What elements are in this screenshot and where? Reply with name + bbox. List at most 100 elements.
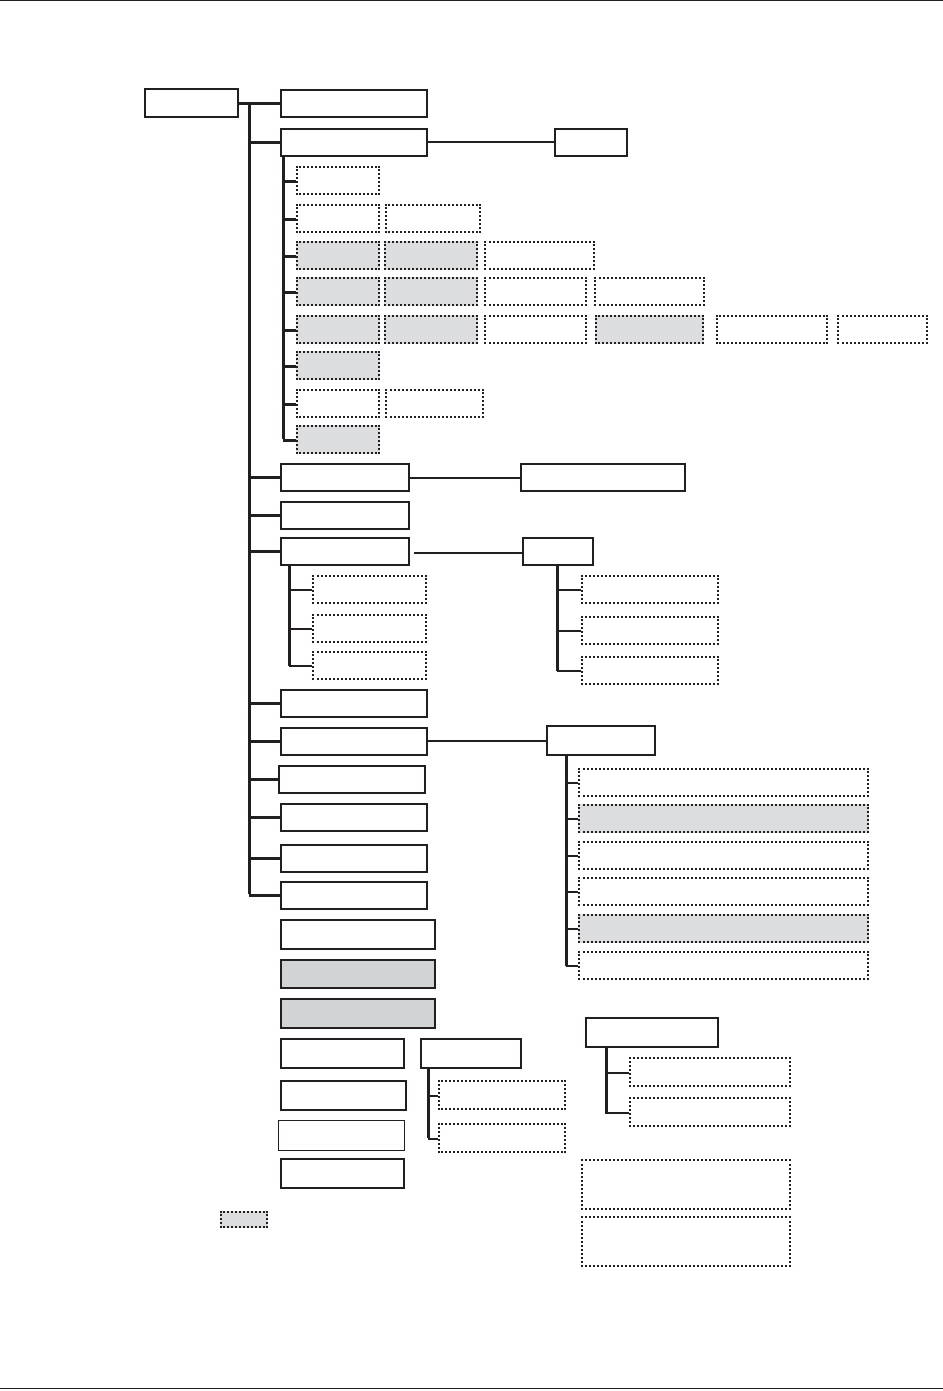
standalone-node xyxy=(280,919,436,950)
connector-line xyxy=(414,552,522,554)
subnode xyxy=(629,1097,791,1127)
subnode xyxy=(484,241,595,270)
connector-line xyxy=(239,102,249,105)
root-node xyxy=(144,88,239,118)
level1-node xyxy=(280,803,428,832)
branch-line xyxy=(565,755,568,966)
subnode xyxy=(312,575,427,604)
connector-line xyxy=(249,894,280,897)
shaded-subnode xyxy=(578,804,869,833)
branch-line xyxy=(288,565,291,666)
connector-line xyxy=(566,965,578,967)
subnode xyxy=(296,389,380,418)
level1-node xyxy=(280,501,410,530)
shaded-subnode xyxy=(384,241,478,270)
connector-line xyxy=(249,816,280,819)
connector-line xyxy=(283,403,296,406)
note-box xyxy=(581,1216,791,1267)
child-node xyxy=(522,537,594,566)
standalone-node xyxy=(280,1080,407,1111)
branch-line xyxy=(427,1068,430,1138)
connector-line xyxy=(283,291,296,294)
connector-line xyxy=(428,1138,438,1140)
connector-line xyxy=(557,589,581,591)
subnode xyxy=(581,656,719,685)
subnode xyxy=(438,1080,566,1110)
connector-line xyxy=(566,891,578,893)
connector-line xyxy=(566,782,578,784)
level1-node xyxy=(280,881,428,910)
connector-line xyxy=(249,778,280,781)
subnode xyxy=(296,204,380,233)
connector-line xyxy=(249,550,280,553)
branch-line xyxy=(556,565,559,671)
connector-line xyxy=(249,102,280,105)
connector-line xyxy=(283,365,296,368)
subnode xyxy=(312,651,427,680)
shaded-subnode xyxy=(296,315,380,344)
connector-line xyxy=(428,1095,438,1097)
subnode xyxy=(312,614,427,643)
subnode xyxy=(581,575,719,604)
connector-line xyxy=(249,702,280,705)
subnode xyxy=(629,1057,791,1087)
child-node xyxy=(520,463,686,492)
connector-line xyxy=(249,740,280,743)
level1-node xyxy=(278,765,426,794)
level1-node xyxy=(280,727,428,756)
connector-line xyxy=(557,630,581,632)
level1-node xyxy=(280,689,428,718)
shaded-subnode xyxy=(384,277,478,306)
level1-node xyxy=(280,463,410,492)
connector-line xyxy=(428,740,546,742)
connector-line xyxy=(557,670,581,672)
connector-line xyxy=(283,218,296,221)
connector-line xyxy=(249,476,280,479)
subnode xyxy=(581,616,719,645)
legend-swatch xyxy=(220,1211,268,1228)
branch-line xyxy=(282,156,285,439)
connector-line xyxy=(566,928,578,930)
subnode xyxy=(716,315,828,344)
shaded-subnode xyxy=(296,425,380,454)
subnode xyxy=(578,951,869,980)
shaded-subnode xyxy=(578,914,869,943)
standalone-node xyxy=(585,1017,719,1048)
connector-line xyxy=(283,255,296,258)
standalone-node xyxy=(280,1158,405,1189)
subnode xyxy=(438,1123,566,1153)
standalone-node xyxy=(280,1038,405,1069)
connector-line xyxy=(249,514,280,517)
connector-line xyxy=(566,818,578,820)
child-node xyxy=(546,725,656,756)
subnode xyxy=(578,768,869,797)
level1-node xyxy=(280,128,428,157)
shaded-standalone-node xyxy=(280,959,436,989)
subnode xyxy=(837,315,928,344)
branch-line xyxy=(605,1047,608,1114)
shaded-subnode xyxy=(595,315,704,344)
standalone-node xyxy=(420,1038,522,1069)
trunk-line xyxy=(248,102,251,894)
connector-line xyxy=(606,1112,629,1114)
level1-node xyxy=(280,844,428,873)
note-box xyxy=(581,1159,791,1210)
subnode xyxy=(484,315,587,344)
standalone-node xyxy=(278,1120,405,1151)
subnode xyxy=(484,277,587,306)
connector-line xyxy=(283,439,296,442)
level1-node xyxy=(280,89,428,118)
connector-line xyxy=(606,1072,629,1074)
subnode xyxy=(578,877,869,906)
connector-line xyxy=(410,477,520,479)
subnode xyxy=(296,166,380,195)
connector-line xyxy=(289,589,312,591)
connector-line xyxy=(428,141,554,143)
connector-line xyxy=(289,628,312,630)
shaded-subnode xyxy=(296,277,380,306)
shaded-subnode xyxy=(384,315,478,344)
subnode xyxy=(385,389,484,418)
connector-line xyxy=(249,141,280,144)
subnode xyxy=(578,841,869,870)
child-node xyxy=(554,128,628,157)
